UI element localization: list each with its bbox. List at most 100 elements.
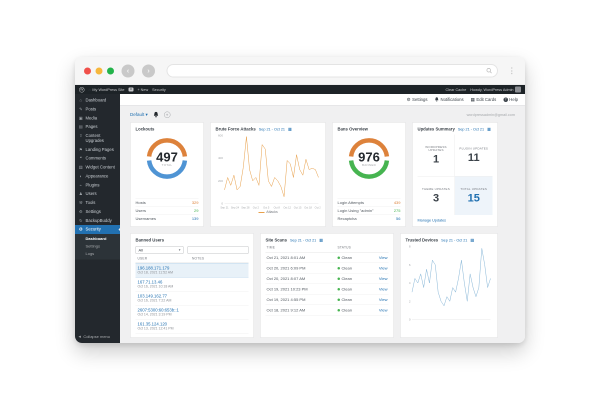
manage-updates-link[interactable]: Manage Updates <box>417 218 447 223</box>
calendar-icon[interactable]: ▦ <box>470 237 474 243</box>
sidebar-collapse-button[interactable]: ◀ Collapse menu <box>78 334 111 340</box>
banned-users-search-input[interactable] <box>187 246 249 254</box>
clear-cache-button[interactable]: Clear Cache <box>445 87 467 92</box>
wordpress-logo-icon[interactable]: W <box>79 86 85 93</box>
banned-user-row[interactable]: 167.71.13.46 Oct 16, 2021 10:18 AM <box>135 278 249 292</box>
traffic-light-minimize[interactable] <box>95 67 103 75</box>
sidebar-item-users[interactable]: ♟ Users <box>75 190 120 199</box>
bans-overview-title: Bans Overview <box>337 126 368 132</box>
scan-view-link[interactable]: View <box>378 286 388 292</box>
svg-text:4: 4 <box>409 281 411 285</box>
collapse-icon: ◀ <box>78 335 81 339</box>
sidebar-item-tools[interactable]: ⚒ Tools <box>75 199 120 208</box>
cards-row-2: Banned Users All ▾ USER NOTES <box>130 233 515 338</box>
sidebar-item-security[interactable]: ✪ Security <box>75 225 121 235</box>
content-column: ⚙ Settings Notifications ▦ Edit Cards ? <box>120 94 525 343</box>
notifications-button[interactable]: Notifications <box>435 97 464 102</box>
backupbuddy-icon: ↻ <box>79 218 83 223</box>
back-button[interactable]: ‹ <box>121 64 135 78</box>
site-scan-row: Oct 19, 2021 10:23 PM Clean View <box>265 284 389 295</box>
site-scan-row: Oct 20, 2021 8:07 AM Clean View <box>265 274 389 284</box>
sidebar-item-plugins[interactable]: ⌁ Plugins <box>75 181 120 190</box>
svg-text:Sep 24: Sep 24 <box>231 206 240 210</box>
edit-cards-button[interactable]: ▦ Edit Cards <box>470 96 497 102</box>
settings-button[interactable]: ⚙ Settings <box>406 96 428 102</box>
banned-user-row[interactable]: 2607:5300:60:653b::1 Oct 14, 2021 3:19 PM <box>135 306 249 320</box>
sidebar-item-pages[interactable]: ▤ Pages <box>75 123 120 132</box>
browser-menu-icon[interactable]: ⋮ <box>507 66 517 76</box>
admin-bar-security-link[interactable]: Security <box>152 87 166 92</box>
banned-users-filter-select[interactable]: All ▾ <box>135 246 184 254</box>
sidebar-item-backupbuddy[interactable]: ↻ BackupBuddy <box>75 216 120 225</box>
svg-text:Oct 15: Oct 15 <box>294 206 302 210</box>
submenu-item-logs[interactable]: Logs <box>85 251 95 257</box>
sidebar-item-content-upgrades[interactable]: ⇧ Content Upgrades <box>75 132 120 146</box>
scan-view-link[interactable]: View <box>378 276 388 281</box>
updates-summary-title: Updates Summary <box>417 126 455 132</box>
posts-icon: ✎ <box>79 106 83 112</box>
media-icon: ▣ <box>78 115 83 121</box>
scan-view-link[interactable]: View <box>378 255 388 260</box>
svg-text:Oct 5: Oct 5 <box>263 206 270 210</box>
banned-user-ip-link[interactable]: 167.71.13.46 <box>137 279 163 285</box>
sidebar-item-appearance[interactable]: ◐ Appearance <box>75 172 120 181</box>
stat-row: Usernames 139 <box>135 214 199 223</box>
banned-user-date: Oct 16, 2021 7:22 AM <box>137 299 172 303</box>
url-bar[interactable] <box>166 64 498 78</box>
tools-icon: ⚒ <box>78 200 83 206</box>
submenu-item-settings[interactable]: Settings <box>85 244 100 249</box>
howdy-account-menu[interactable]: Howdy, WordPress Admin <box>470 86 521 93</box>
trusted-devices-date-range[interactable]: Sep 21 - Oct 21 <box>441 237 468 243</box>
search-icon <box>486 68 492 74</box>
brute-force-legend: Attacks <box>216 211 321 214</box>
banned-user-ip-link[interactable]: 103.149.162.77 <box>137 293 168 299</box>
sidebar-item-widget-content[interactable]: ▥ Widget Content <box>75 163 120 172</box>
admin-bar-site-name[interactable]: ⌂ My WordPress Site <box>88 87 125 92</box>
scan-time: Oct 19, 2021 4:55 PM <box>266 297 306 302</box>
sidebar-item-media[interactable]: ▣ Media <box>75 114 120 123</box>
admin-bar-new-button[interactable]: + New <box>137 87 149 92</box>
stat-label: Usernames <box>135 216 156 222</box>
sidebar-item-posts[interactable]: ✎ Posts <box>75 105 120 114</box>
scan-view-link[interactable]: View <box>378 265 388 271</box>
pages-icon: ▤ <box>78 124 83 130</box>
scan-status: Clean <box>337 287 373 291</box>
scan-view-link[interactable]: View <box>378 307 388 313</box>
sidebar-item-label: BackupBuddy <box>85 217 112 223</box>
banned-user-ip-link[interactable]: 2607:5300:60:653b::1 <box>137 307 179 313</box>
sidebar-item-comments[interactable]: ❝ Comments <box>75 154 120 163</box>
board-select-dropdown[interactable]: Default ▾ <box>130 112 148 117</box>
notification-bell-icon[interactable] <box>153 111 159 119</box>
comments-count-icon[interactable]: 0 <box>128 87 134 92</box>
add-board-button[interactable]: + <box>163 111 171 118</box>
lockouts-title: Lockouts <box>135 126 155 132</box>
forward-button[interactable]: › <box>142 64 155 78</box>
sidebar-item-landing-pages[interactable]: ⚑ Landing Pages <box>75 145 120 154</box>
traffic-light-maximize[interactable] <box>107 67 114 75</box>
brute-force-date-range[interactable]: Sep 21 - Oct 21 <box>258 126 285 132</box>
dashboard-controls: Default ▾ + wordpressadmin@gmail.com <box>130 111 515 119</box>
traffic-light-close[interactable] <box>84 67 91 75</box>
help-button[interactable]: ? Help <box>503 97 518 102</box>
site-scans-date-range[interactable]: Sep 21 - Oct 21 <box>290 237 317 243</box>
calendar-icon[interactable]: ▦ <box>487 126 491 132</box>
calendar-icon[interactable]: ▦ <box>288 126 292 132</box>
sidebar-item-dashboard[interactable]: ⌂ Dashboard <box>75 96 120 105</box>
scan-status: Clean <box>337 266 373 270</box>
updates-date-range[interactable]: Sep 21 - Oct 21 <box>457 126 485 132</box>
calendar-icon[interactable]: ▦ <box>319 237 323 243</box>
svg-text:6: 6 <box>409 263 411 267</box>
banned-user-row[interactable]: 196.188.171.179 Oct 18, 2021 11:52 AM <box>135 263 249 278</box>
updates-grid: WORDPRESS UPDATES 1 PLUGIN UPDATES 11 TH… <box>417 134 493 215</box>
banned-user-ip-link[interactable]: 161.35.124.120 <box>137 321 168 327</box>
scan-status-label: Clean <box>341 307 352 313</box>
svg-text:8: 8 <box>409 245 411 249</box>
banned-user-row[interactable]: 161.35.124.120 Oct 13, 2021 12:41 PM <box>135 320 249 334</box>
banned-user-row[interactable]: 103.149.162.77 Oct 16, 2021 7:22 AM <box>135 292 249 306</box>
submenu-item-dashboard[interactable]: Dashboard <box>85 236 107 242</box>
scan-time: Oct 20, 2021 6:09 PM <box>266 265 306 271</box>
sidebar-item-settings[interactable]: ⚙ Settings <box>75 207 120 216</box>
banned-user-ip-link[interactable]: 196.188.171.179 <box>137 265 170 271</box>
page-background: ‹ › ⋮ W ⌂ My WordPress Site 0 + New Secu… <box>75 57 525 343</box>
scan-view-link[interactable]: View <box>378 297 388 302</box>
